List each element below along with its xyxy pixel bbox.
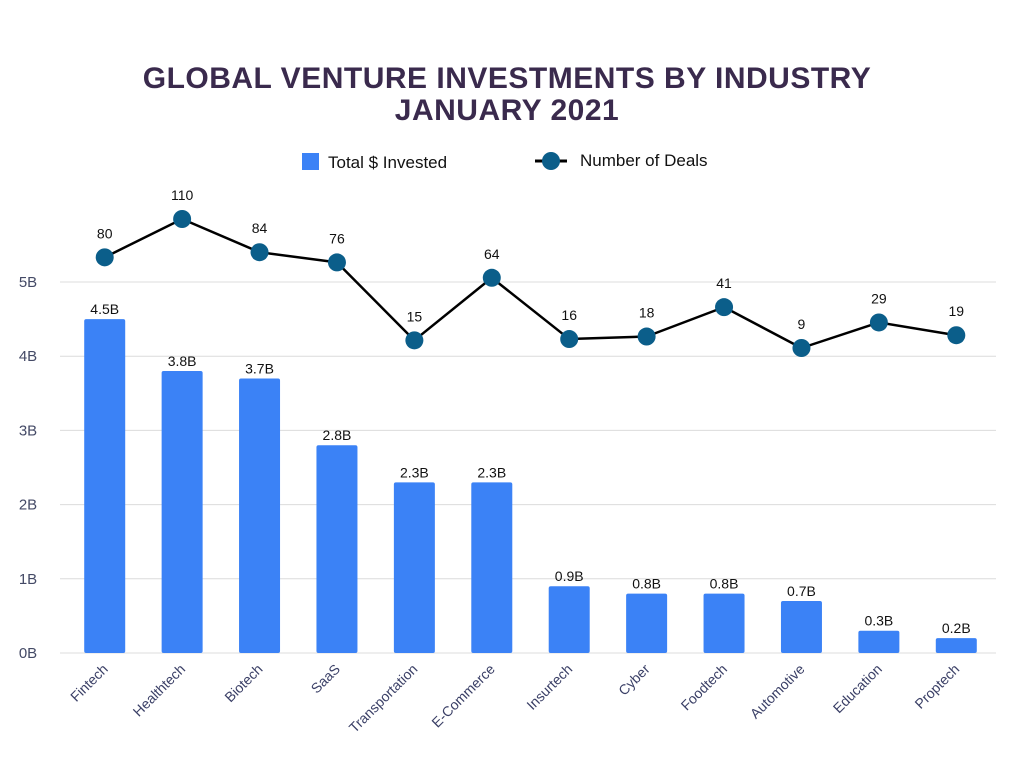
bar-value-label: 0.7B bbox=[787, 583, 816, 599]
x-tick-label: Transportation bbox=[346, 661, 421, 736]
x-tick-label: SaaS bbox=[308, 661, 344, 697]
x-tick-label: Foodtech bbox=[678, 661, 731, 714]
bar-value-label: 3.8B bbox=[168, 353, 197, 369]
bar bbox=[471, 482, 513, 653]
legend-marker-deals bbox=[542, 152, 560, 170]
x-tick-label: Education bbox=[830, 661, 885, 716]
x-tick-label: Insurtech bbox=[523, 661, 575, 713]
bar bbox=[161, 371, 203, 653]
deal-value-label: 64 bbox=[484, 246, 500, 262]
chart-title-line-2: JANUARY 2021 bbox=[395, 94, 619, 127]
legend-swatch-bars bbox=[302, 153, 319, 170]
deals-points bbox=[95, 210, 966, 357]
y-tick-label: 5B bbox=[19, 274, 37, 291]
bar bbox=[858, 630, 900, 653]
bar-value-label: 0.9B bbox=[555, 568, 584, 584]
deals-line bbox=[104, 217, 957, 350]
bar bbox=[316, 445, 358, 653]
y-tick-label: 1B bbox=[19, 571, 37, 588]
x-tick-label: Automotive bbox=[747, 661, 808, 722]
deal-value-label: 84 bbox=[252, 220, 268, 236]
deal-value-label: 15 bbox=[407, 308, 423, 324]
bar bbox=[84, 319, 126, 653]
deal-point bbox=[173, 210, 192, 228]
legend: Total $ Invested Number of Deals bbox=[302, 151, 708, 172]
deal-value-label: 9 bbox=[798, 316, 806, 332]
deal-point bbox=[947, 326, 966, 345]
bar-value-label: 2.3B bbox=[400, 464, 429, 480]
bar-value-label: 0.3B bbox=[864, 613, 893, 629]
deal-value-label: 16 bbox=[561, 307, 577, 323]
x-tick-label: Fintech bbox=[67, 661, 111, 705]
legend-label-deals: Number of Deals bbox=[580, 151, 708, 170]
deal-value-label: 29 bbox=[871, 290, 887, 306]
deal-value-label: 80 bbox=[97, 225, 113, 241]
bar-value-label: 2.8B bbox=[323, 427, 352, 443]
deal-point bbox=[869, 313, 888, 332]
x-axis-ticks: Fintech Healthtech Biotech SaaS Transportati… bbox=[67, 661, 962, 736]
deal-value-label: 41 bbox=[716, 275, 732, 291]
legend-label-bars: Total $ Invested bbox=[328, 153, 447, 172]
y-tick-label: 4B bbox=[19, 348, 37, 365]
deal-point bbox=[482, 268, 501, 287]
x-tick-label: Biotech bbox=[221, 661, 265, 705]
deal-point bbox=[560, 330, 579, 349]
bar bbox=[548, 586, 590, 653]
bar-value-label: 0.8B bbox=[710, 576, 739, 592]
deal-point bbox=[405, 331, 424, 350]
deal-point bbox=[637, 327, 656, 346]
deal-value-label: 110 bbox=[171, 187, 194, 203]
y-axis-ticks: 0B 1B 2B 3B 4B 5B bbox=[19, 274, 37, 662]
bar bbox=[935, 638, 977, 653]
x-tick-label: Proptech bbox=[911, 661, 962, 712]
bar-labels: 4.5B 3.8B 3.7B 2.8B 2.3B 2.3B 0.9B 0.8B 0.8B 0.7B… bbox=[90, 301, 970, 636]
deal-point bbox=[250, 243, 269, 262]
deal-point bbox=[715, 298, 734, 317]
deal-value-label: 19 bbox=[949, 303, 965, 319]
bar-value-label: 3.7B bbox=[245, 360, 274, 376]
deal-value-label: 18 bbox=[639, 305, 655, 321]
chart-title-line-1: GLOBAL VENTURE INVESTMENTS BY INDUSTRY bbox=[143, 62, 872, 95]
deal-point bbox=[792, 339, 811, 357]
deal-labels: 80 110 84 76 15 64 16 18 41 9 29 19 bbox=[97, 187, 964, 332]
deals-series-line bbox=[104, 217, 957, 350]
y-tick-label: 3B bbox=[19, 422, 37, 439]
bar-value-label: 2.3B bbox=[477, 464, 506, 480]
deal-point bbox=[95, 248, 114, 267]
bar bbox=[780, 601, 822, 653]
bar bbox=[393, 482, 435, 653]
bar bbox=[626, 593, 668, 653]
bars bbox=[84, 319, 977, 653]
bar bbox=[239, 378, 281, 653]
bar bbox=[703, 593, 745, 653]
deal-value-label: 76 bbox=[329, 230, 345, 246]
y-tick-label: 0B bbox=[19, 645, 37, 662]
deal-point bbox=[327, 253, 346, 272]
gridlines bbox=[60, 281, 996, 654]
y-tick-label: 2B bbox=[19, 497, 37, 514]
x-tick-label: E-Commerce bbox=[428, 661, 498, 731]
bar-value-label: 0.8B bbox=[632, 576, 661, 592]
bar-value-label: 0.2B bbox=[942, 620, 971, 636]
bar-value-label: 4.5B bbox=[90, 301, 119, 317]
x-tick-label: Healthtech bbox=[130, 661, 189, 720]
x-tick-label: Cyber bbox=[615, 661, 653, 699]
